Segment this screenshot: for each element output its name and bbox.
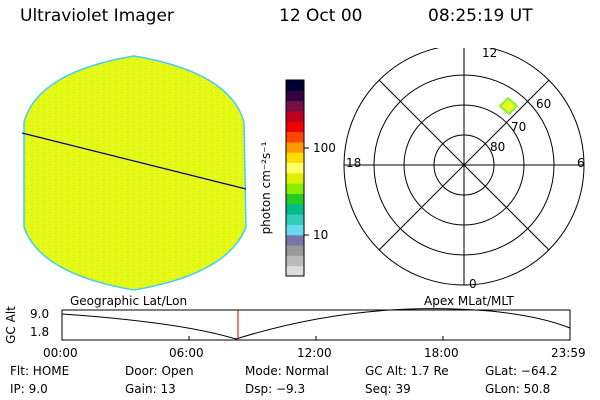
info-seq: Seq: 39	[365, 382, 411, 396]
colorbar-cell	[286, 265, 304, 277]
alt-xtick-00: 00:00	[43, 346, 78, 360]
info-gc-alt: GC Alt: 1.7 Re	[365, 364, 449, 378]
alt-xtick-12: 12:00	[297, 346, 332, 360]
colorbar-cell	[286, 110, 304, 122]
polar-ring-label-80: 80	[490, 140, 506, 154]
polar-label-6: 6	[577, 156, 585, 170]
info-dsp: Dsp: −9.3	[245, 382, 306, 396]
alt-xtick-18: 18:00	[424, 346, 459, 360]
colorbar-cell	[286, 80, 304, 91]
alt-xtick-2359: 23:59	[551, 346, 586, 360]
instrument-title: Ultraviolet Imager	[20, 6, 174, 26]
info-glon: GLon: 50.8	[485, 382, 551, 396]
alt-ytick-1-8: 1.8	[30, 325, 50, 339]
colorbar-cell	[286, 90, 304, 102]
colorbar-tick-10: 10	[313, 228, 329, 242]
alt-xtick-06: 06:00	[169, 346, 204, 360]
apex-polar-plot	[343, 48, 585, 286]
colorbar-units-label: photon cm⁻²s⁻¹	[259, 141, 273, 235]
info-ip: IP: 9.0	[10, 382, 48, 396]
colorbar-cell	[286, 131, 304, 143]
colorbar-cell	[286, 193, 304, 205]
colorbar-cell	[286, 100, 304, 112]
geographic-disk-image	[21, 55, 247, 291]
apex-panel-title: Apex MLat/MLT	[424, 294, 514, 308]
alt-ytick-9: 9.0	[30, 307, 50, 321]
observation-time: 08:25:19 UT	[428, 6, 533, 26]
info-glat: GLat: −64.2	[485, 364, 558, 378]
colorbar-cell	[286, 224, 304, 236]
altitude-plot	[61, 308, 571, 341]
info-door: Door: Open	[125, 364, 194, 378]
colorbar-tick-100: 100	[313, 141, 336, 155]
polar-ring-label-70: 70	[511, 120, 527, 134]
observation-date: 12 Oct 00	[279, 6, 363, 26]
info-gain: Gain: 13	[125, 382, 176, 396]
colorbar-cell	[286, 183, 304, 194]
polar-label-12: 12	[482, 46, 498, 60]
colorbar	[285, 79, 309, 277]
polar-label-0: 0	[469, 277, 477, 291]
colorbar-cell	[286, 152, 304, 164]
polar-ring-label-60: 60	[536, 97, 552, 111]
colorbar-cell	[286, 245, 304, 256]
alt-plot-ylabel: GC Alt	[4, 306, 18, 344]
earth-disk	[23, 55, 247, 291]
polar-label-18: 18	[346, 156, 362, 170]
aurora-patch	[498, 96, 519, 116]
colorbar-cell	[286, 255, 304, 267]
colorbar-cell	[286, 172, 304, 184]
colorbar-cell	[286, 203, 304, 215]
info-mode: Mode: Normal	[245, 364, 329, 378]
altitude-curve	[61, 308, 571, 340]
colorbar-cell	[286, 234, 304, 246]
terminator-line	[21, 132, 247, 190]
colorbar-cell	[286, 141, 304, 153]
geographic-panel-title: Geographic Lat/Lon	[70, 294, 188, 308]
info-flt: Flt: HOME	[10, 364, 70, 378]
colorbar-cell	[286, 121, 304, 133]
colorbar-cell	[286, 214, 304, 225]
colorbar-cell	[286, 162, 304, 174]
